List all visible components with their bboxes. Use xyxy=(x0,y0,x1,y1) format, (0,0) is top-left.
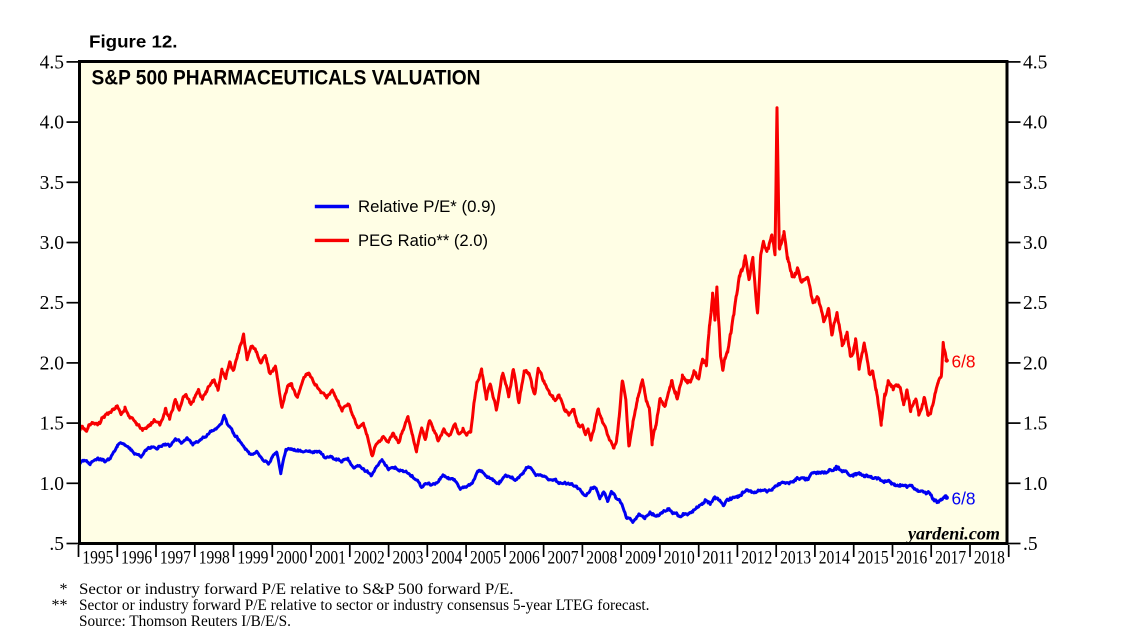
svg-text:4.0: 4.0 xyxy=(1023,113,1047,134)
svg-text:3.5: 3.5 xyxy=(40,173,64,194)
svg-text:2013: 2013 xyxy=(780,549,811,569)
svg-text:2007: 2007 xyxy=(548,549,579,569)
svg-text:2.0: 2.0 xyxy=(1023,353,1047,374)
svg-text:2014: 2014 xyxy=(819,549,850,569)
svg-text:2006: 2006 xyxy=(509,549,540,569)
svg-text:2004: 2004 xyxy=(431,549,462,569)
svg-text:4.0: 4.0 xyxy=(40,113,64,134)
svg-text:2003: 2003 xyxy=(393,549,424,569)
svg-text:1.5: 1.5 xyxy=(1023,414,1047,435)
svg-text:*: * xyxy=(60,581,68,598)
svg-text:2.5: 2.5 xyxy=(1023,293,1047,314)
svg-text:2005: 2005 xyxy=(470,549,501,569)
svg-text:.5: .5 xyxy=(49,534,64,555)
svg-text:2.0: 2.0 xyxy=(40,353,64,374)
svg-text:2015: 2015 xyxy=(858,549,889,569)
svg-text:1999: 1999 xyxy=(237,549,268,569)
svg-text:Relative P/E* (0.9): Relative P/E* (0.9) xyxy=(358,198,496,216)
svg-text:2017: 2017 xyxy=(935,549,966,569)
svg-text:3.0: 3.0 xyxy=(40,233,64,254)
svg-text:1996: 1996 xyxy=(121,549,152,569)
svg-text:2011: 2011 xyxy=(703,549,734,569)
svg-text:6/8: 6/8 xyxy=(952,489,976,509)
svg-text:3.0: 3.0 xyxy=(1023,233,1047,254)
svg-text:3.5: 3.5 xyxy=(1023,173,1047,194)
svg-text:Figure 12.: Figure 12. xyxy=(89,32,178,52)
svg-text:Source: Thomson Reuters I/B/E/: Source: Thomson Reuters I/B/E/S. xyxy=(79,613,291,630)
svg-text:2016: 2016 xyxy=(896,549,927,569)
svg-text:S&P 500 PHARMACEUTICALS VALUAT: S&P 500 PHARMACEUTICALS VALUATION xyxy=(92,67,481,90)
svg-text:4.5: 4.5 xyxy=(1023,52,1047,73)
svg-text:2012: 2012 xyxy=(741,549,772,569)
svg-text:**: ** xyxy=(52,597,68,614)
svg-text:.5: .5 xyxy=(1023,534,1038,555)
svg-text:2008: 2008 xyxy=(586,549,617,569)
svg-text:yardeni.com: yardeni.com xyxy=(906,524,1000,544)
svg-text:1.0: 1.0 xyxy=(40,474,64,495)
svg-text:PEG Ratio** (2.0): PEG Ratio** (2.0) xyxy=(358,232,488,250)
svg-text:1995: 1995 xyxy=(82,549,113,569)
svg-text:2002: 2002 xyxy=(354,549,385,569)
svg-text:1.0: 1.0 xyxy=(1023,474,1047,495)
svg-text:1.5: 1.5 xyxy=(40,414,64,435)
svg-text:Sector or industry forward P/E: Sector or industry forward P/E relative … xyxy=(79,581,514,598)
svg-text:2009: 2009 xyxy=(625,549,656,569)
svg-text:1997: 1997 xyxy=(160,549,191,569)
svg-text:2018: 2018 xyxy=(974,549,1005,569)
svg-text:2.5: 2.5 xyxy=(40,293,64,314)
svg-text:2000: 2000 xyxy=(276,549,307,569)
svg-text:1998: 1998 xyxy=(199,549,230,569)
svg-text:2010: 2010 xyxy=(664,549,695,569)
svg-text:2001: 2001 xyxy=(315,549,346,569)
svg-text:6/8: 6/8 xyxy=(952,352,976,372)
svg-text:4.5: 4.5 xyxy=(40,52,64,73)
svg-text:Sector or industry forward P/E: Sector or industry forward P/E relative … xyxy=(79,597,650,614)
